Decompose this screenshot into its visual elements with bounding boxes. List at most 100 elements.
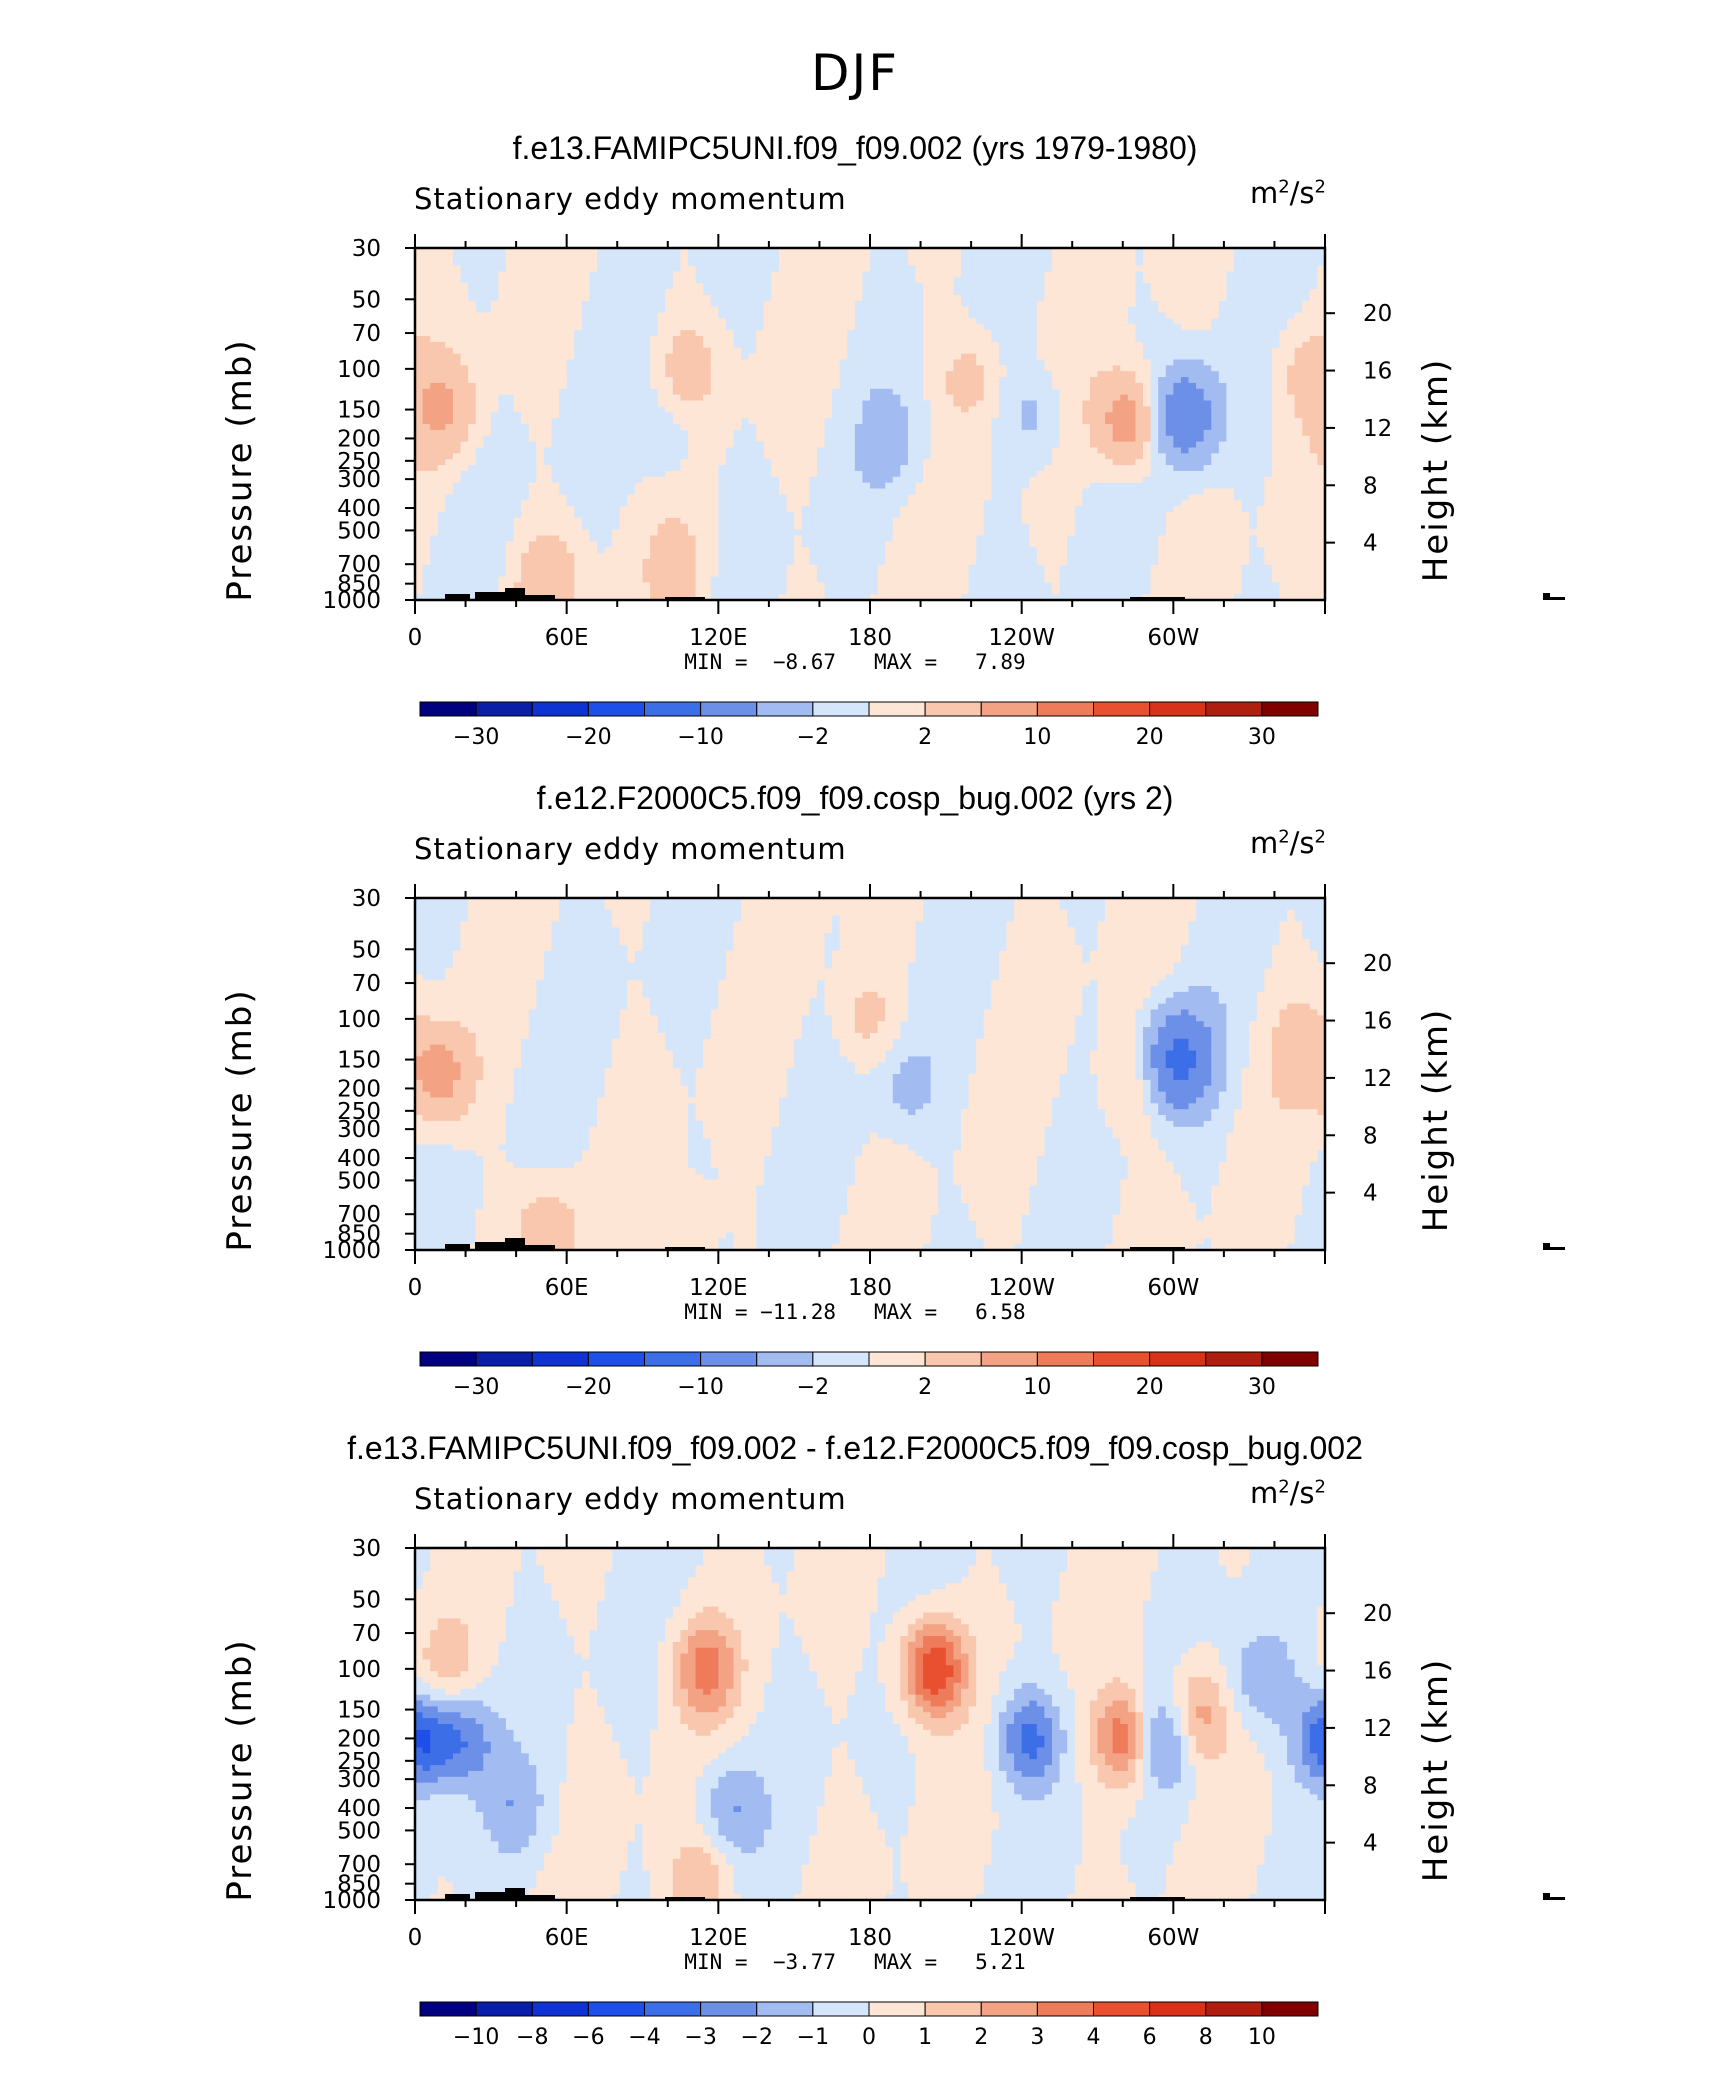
field-cell bbox=[1264, 265, 1273, 273]
field-cell bbox=[1036, 418, 1046, 425]
field-cell bbox=[490, 482, 500, 490]
field-cell bbox=[506, 453, 515, 460]
field-cell bbox=[930, 283, 939, 290]
field-cell bbox=[1089, 271, 1099, 278]
field-cell bbox=[923, 324, 932, 331]
field-cell bbox=[597, 277, 606, 284]
field-cell bbox=[748, 400, 757, 407]
field-cell bbox=[1105, 418, 1114, 425]
field-cell bbox=[1279, 294, 1288, 302]
field-cell bbox=[923, 394, 932, 402]
field-cell bbox=[452, 465, 462, 472]
field-cell bbox=[627, 271, 636, 278]
field-cell bbox=[1302, 312, 1311, 319]
field-cell bbox=[1044, 453, 1053, 460]
field-cell bbox=[961, 294, 970, 302]
field-cell bbox=[824, 289, 833, 296]
field-cell bbox=[1271, 365, 1281, 372]
field-cell bbox=[794, 406, 803, 413]
field-cell bbox=[1029, 347, 1038, 355]
field-cell bbox=[1294, 447, 1303, 454]
field-cell bbox=[892, 377, 901, 384]
field-cell bbox=[528, 341, 537, 349]
field-cell bbox=[483, 318, 492, 325]
field-cell bbox=[551, 447, 560, 454]
field-cell bbox=[415, 306, 424, 314]
field-cell bbox=[892, 406, 901, 413]
field-cell bbox=[483, 465, 492, 472]
field-cell bbox=[1074, 347, 1083, 355]
field-cell bbox=[1044, 394, 1053, 402]
field-cell bbox=[521, 312, 530, 319]
field-cell bbox=[816, 388, 826, 396]
field-cell bbox=[1317, 300, 1326, 308]
field-cell bbox=[1006, 435, 1015, 443]
field-cell bbox=[1135, 294, 1144, 302]
field-cell bbox=[1226, 347, 1235, 355]
field-cell bbox=[627, 435, 636, 443]
field-cell bbox=[862, 289, 871, 296]
min-max-readout: MIN = −8.67 MAX = 7.89 bbox=[0, 650, 1710, 674]
field-cell bbox=[1317, 283, 1326, 290]
field-cell bbox=[907, 406, 917, 413]
field-cell bbox=[619, 382, 628, 390]
field-cell bbox=[1317, 294, 1326, 302]
field-cell bbox=[923, 424, 932, 431]
field-cell bbox=[513, 294, 522, 302]
field-cell bbox=[498, 318, 507, 325]
field-cell bbox=[521, 353, 530, 361]
field-cell bbox=[961, 406, 970, 413]
field-cell bbox=[741, 353, 750, 361]
field-cell bbox=[1317, 453, 1326, 460]
field-cell bbox=[1089, 435, 1099, 443]
field-cell bbox=[885, 300, 894, 308]
field-cell bbox=[1218, 459, 1228, 466]
field-cell bbox=[1309, 324, 1319, 331]
field-cell bbox=[468, 277, 477, 284]
field-cell bbox=[1082, 271, 1091, 278]
field-cell bbox=[938, 470, 947, 478]
field-cell bbox=[763, 371, 773, 378]
field-cell bbox=[1188, 253, 1197, 261]
field-cell bbox=[1089, 470, 1099, 478]
field-cell bbox=[566, 253, 575, 261]
field-cell bbox=[688, 429, 697, 437]
field-cell bbox=[801, 418, 810, 425]
field-cell bbox=[460, 400, 469, 407]
field-cell bbox=[1135, 324, 1144, 331]
field-cell bbox=[998, 353, 1008, 361]
field-cell bbox=[816, 336, 826, 343]
field-cell bbox=[1309, 418, 1319, 425]
field-cell bbox=[1241, 476, 1250, 484]
field-cell bbox=[1105, 265, 1114, 273]
field-cell bbox=[710, 488, 719, 495]
field-cell bbox=[1309, 412, 1319, 419]
field-cell bbox=[983, 265, 992, 273]
field-cell bbox=[589, 248, 598, 255]
field-cell bbox=[877, 453, 886, 460]
field-cell bbox=[1317, 277, 1326, 284]
field-cell bbox=[832, 253, 841, 261]
field-cell bbox=[650, 488, 659, 495]
field-cell bbox=[627, 470, 636, 478]
field-cell bbox=[589, 324, 598, 331]
field-cell bbox=[1317, 271, 1326, 278]
field-cell bbox=[1294, 359, 1303, 366]
field-cell bbox=[748, 248, 757, 255]
field-cell bbox=[1234, 371, 1243, 378]
field-cell bbox=[703, 324, 712, 331]
field-cell bbox=[756, 488, 765, 495]
field-cell bbox=[1234, 341, 1243, 349]
field-cell bbox=[938, 248, 947, 255]
field-cell bbox=[733, 465, 742, 472]
field-cell bbox=[566, 277, 575, 284]
field-cell bbox=[945, 470, 955, 478]
field-cell bbox=[748, 318, 757, 325]
field-cell bbox=[627, 371, 636, 378]
field-cell bbox=[1158, 248, 1167, 255]
field-cell bbox=[1211, 424, 1220, 431]
field-cell bbox=[521, 429, 530, 437]
field-cell bbox=[1036, 259, 1046, 267]
field-cell bbox=[688, 400, 697, 407]
field-cell bbox=[528, 283, 537, 290]
